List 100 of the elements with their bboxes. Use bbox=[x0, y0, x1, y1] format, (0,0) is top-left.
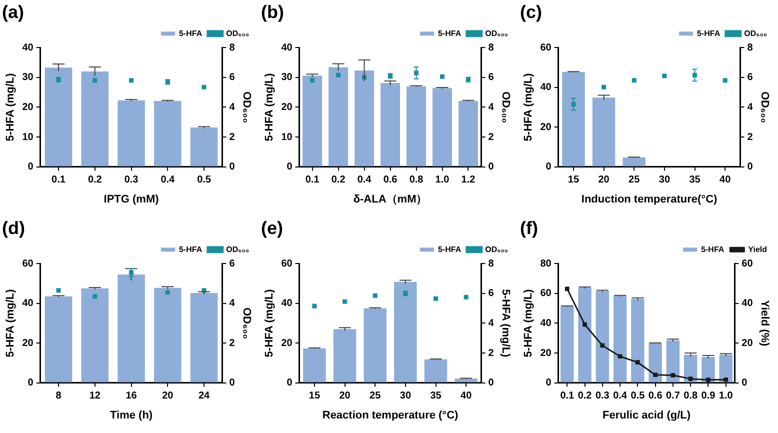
y2-tick-label: 0 bbox=[229, 378, 236, 389]
y-tick-label: 10 bbox=[22, 132, 34, 143]
point bbox=[618, 354, 622, 359]
bar bbox=[596, 291, 610, 382]
bar bbox=[560, 306, 574, 382]
bar bbox=[190, 127, 218, 166]
y2-tick-label: 0 bbox=[747, 162, 754, 173]
y-tick-label: 0 bbox=[546, 378, 552, 389]
legend-label: 5-HFA bbox=[438, 244, 462, 254]
point bbox=[632, 78, 636, 83]
bar bbox=[613, 296, 627, 382]
y2-tick-label: 4 bbox=[229, 102, 236, 113]
x-tick-label: 0.4 bbox=[613, 390, 628, 402]
y2-tick-label: 2 bbox=[229, 338, 236, 349]
y2-tick-label: 0 bbox=[229, 162, 236, 173]
x-tick-label: 0.5 bbox=[630, 390, 646, 402]
point bbox=[688, 376, 693, 381]
y-tick-label: 20 bbox=[540, 122, 552, 133]
x-tick-label: 25 bbox=[628, 174, 640, 186]
point bbox=[670, 373, 676, 378]
x-tick-label: 0.1 bbox=[560, 390, 575, 402]
x-tick-label: 35 bbox=[430, 390, 442, 402]
legend-label: 5-HFA bbox=[179, 28, 202, 38]
y2-tick-label: 4 bbox=[229, 298, 236, 310]
point bbox=[600, 343, 605, 348]
point bbox=[202, 84, 206, 90]
bar bbox=[118, 100, 145, 166]
y2-tick-label: 6 bbox=[229, 72, 236, 84]
y2-tick-label: 8 bbox=[488, 42, 494, 54]
x-tick-label: 0.2 bbox=[88, 174, 102, 186]
bar bbox=[333, 329, 356, 382]
y-axis-title: 5-HFA (mg/L) bbox=[522, 72, 535, 142]
x-axis-title: Induction temperature(°C) bbox=[581, 193, 718, 206]
y2-tick-label: 0 bbox=[488, 378, 494, 389]
y-tick-label: 60 bbox=[281, 258, 293, 270]
x-tick-label: 0.2 bbox=[331, 174, 346, 186]
legend-label: 5-HFA bbox=[438, 28, 462, 38]
x-tick-label: 25 bbox=[370, 390, 382, 402]
bar bbox=[648, 343, 662, 382]
y-tick-label: 60 bbox=[540, 42, 552, 54]
y-axis-title: 5-HFA (mg/L) bbox=[4, 288, 17, 358]
y-axis-title: 5-HFA (mg/L) bbox=[4, 72, 17, 142]
legend-label: OD₆₀₀ bbox=[226, 244, 250, 254]
y-tick-label: 20 bbox=[281, 338, 293, 349]
y2-tick-label: 2 bbox=[229, 132, 236, 143]
point bbox=[602, 84, 606, 90]
chart-title: (a) bbox=[2, 2, 24, 22]
point bbox=[129, 78, 134, 83]
x-tick-label: 0.8 bbox=[684, 390, 698, 402]
bar bbox=[622, 157, 646, 166]
y-tick-label: 40 bbox=[540, 82, 552, 94]
y-tick-label: 80 bbox=[540, 258, 552, 270]
point bbox=[653, 372, 658, 378]
bar bbox=[44, 68, 72, 166]
bar bbox=[118, 274, 145, 382]
x-tick-label: 1.0 bbox=[435, 174, 450, 186]
x-tick-label: 15 bbox=[568, 174, 580, 186]
x-tick-label: 0.3 bbox=[124, 174, 139, 186]
y2-tick-label: 8 bbox=[229, 42, 236, 54]
x-axis-title: δ-ALA（mM） bbox=[353, 193, 428, 206]
y2-tick-label: 2 bbox=[488, 132, 494, 143]
y2-tick-label: 2 bbox=[747, 132, 754, 143]
y2-tick-label: 6 bbox=[488, 288, 494, 300]
x-tick-label: 0.6 bbox=[648, 390, 663, 402]
point bbox=[165, 290, 170, 295]
x-tick-label: 8 bbox=[56, 390, 62, 402]
x-axis-title: Ferulic acid (g/L) bbox=[602, 409, 691, 422]
x-axis-title: Time (h) bbox=[110, 409, 153, 422]
y2-tick-label: 60 bbox=[742, 258, 754, 270]
x-tick-label: 0.3 bbox=[595, 390, 610, 402]
x-tick-label: 1.0 bbox=[718, 390, 734, 402]
x-tick-label: 30 bbox=[658, 174, 670, 186]
y2-tick-label: 40 bbox=[742, 298, 754, 310]
y-tick-label: 20 bbox=[281, 102, 293, 113]
point bbox=[582, 322, 587, 327]
bar bbox=[666, 340, 680, 382]
point bbox=[92, 78, 98, 83]
y2-tick-label: 8 bbox=[488, 258, 494, 270]
y-tick-label: 40 bbox=[22, 298, 34, 310]
bar bbox=[631, 299, 644, 382]
x-tick-label: 0.5 bbox=[197, 174, 212, 186]
y-tick-label: 30 bbox=[281, 72, 293, 84]
bar bbox=[44, 296, 72, 382]
y-tick-label: 60 bbox=[540, 288, 552, 300]
point bbox=[440, 74, 445, 79]
legend-label: Yield bbox=[748, 244, 768, 254]
chart-title: (c) bbox=[520, 2, 542, 22]
y-axis-title: 5-HFA (mg/L) bbox=[522, 288, 535, 358]
y-tick-label: 20 bbox=[22, 338, 34, 349]
x-axis-title: IPTG (mM) bbox=[104, 193, 160, 206]
y2-tick-label: 0 bbox=[488, 162, 494, 173]
y-tick-label: 20 bbox=[22, 102, 34, 113]
x-tick-label: 24 bbox=[198, 390, 210, 402]
legend-label: 5-HFA bbox=[179, 244, 202, 254]
bar bbox=[592, 98, 616, 166]
bar bbox=[154, 288, 182, 382]
y2-axis-title: OD₆₀₀ bbox=[240, 307, 252, 339]
chart-title: (f) bbox=[520, 218, 538, 238]
point bbox=[433, 296, 438, 301]
y-tick-label: 30 bbox=[22, 72, 34, 84]
